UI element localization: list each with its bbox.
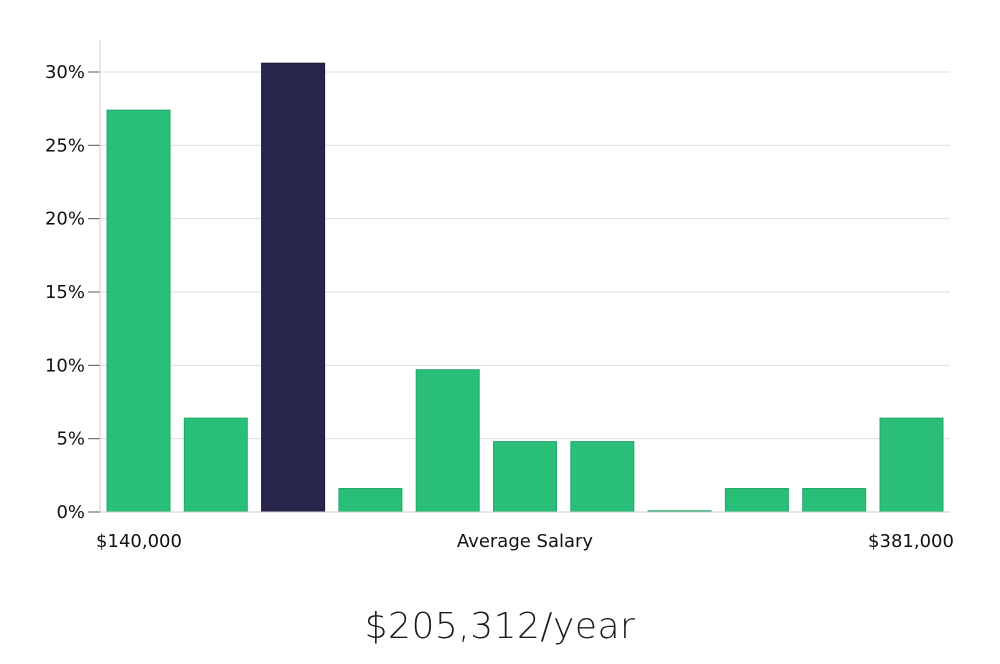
axes [99,40,950,513]
bar [183,417,248,513]
bar [415,369,480,513]
bars [106,62,944,513]
bar [493,441,557,513]
bar [802,488,867,513]
y-tick-label: 10% [45,355,85,376]
x-axis-title: Average Salary [457,531,594,552]
y-tick-label: 15% [45,282,85,303]
tick-labels: 0% 5% 10% 15% 20% 25% 30% $140,000 Average Salar… [45,62,954,552]
bar [338,488,403,513]
bar [879,417,944,513]
y-tick-label: 20% [45,209,85,230]
bar [106,109,171,513]
bar [570,441,635,513]
x-max-label: $381,000 [868,531,954,552]
y-tick-label: 25% [45,135,85,156]
x-min-label: $140,000 [96,531,182,552]
bar [724,488,789,513]
y-tick-label: 5% [56,429,85,450]
bar-highlighted [261,62,326,513]
y-tick-label: 30% [45,62,85,83]
y-tick-label: 0% [56,502,85,523]
average-salary-value: $205,312/year [364,606,636,647]
